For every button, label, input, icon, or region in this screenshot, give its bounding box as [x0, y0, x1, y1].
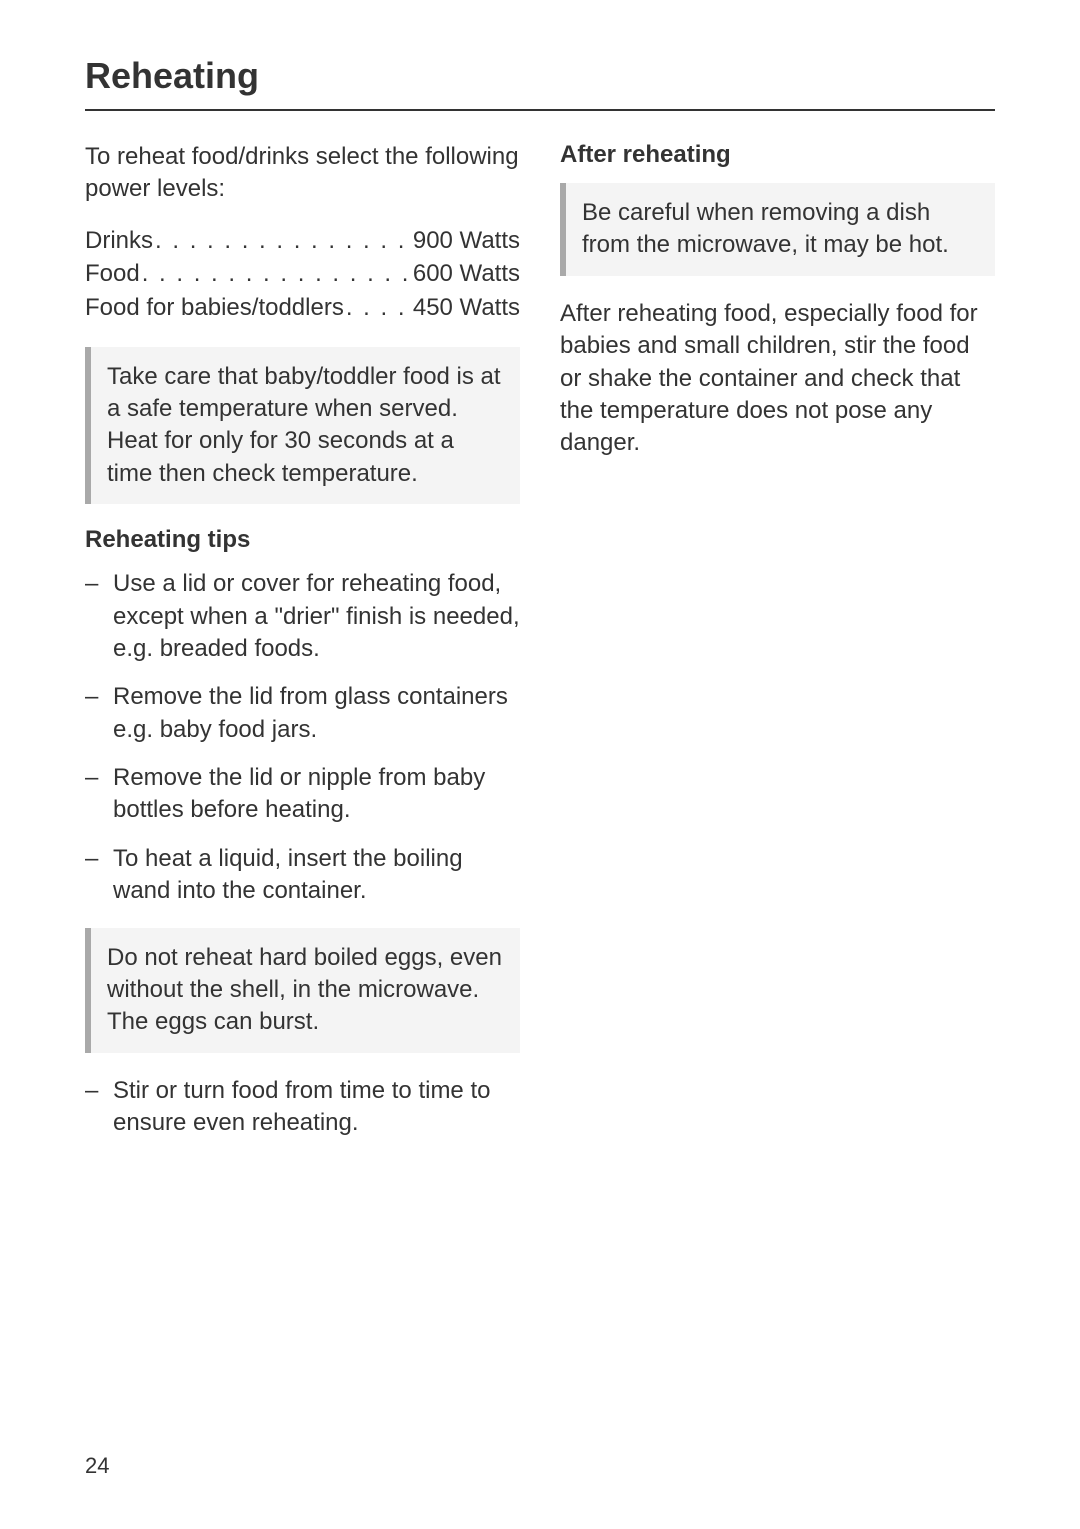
leader-dots: . . . . . . . . . . . . . . . . . . . . … [153, 224, 413, 258]
page-number: 24 [85, 1453, 109, 1479]
hot-dish-callout: Be careful when removing a dish from the… [560, 183, 995, 276]
leader-dots: . . . . . . . . . . . . . . . . . . . . … [344, 291, 413, 325]
tip-item: To heat a liquid, insert the boiling wan… [85, 843, 520, 908]
power-value: 600 Watts [413, 257, 520, 291]
power-row-drinks: Drinks . . . . . . . . . . . . . . . . .… [85, 224, 520, 258]
power-label: Food [85, 257, 140, 291]
page-title: Reheating [85, 55, 995, 111]
intro-text: To reheat food/drinks select the followi… [85, 141, 520, 206]
tips-list-second: Stir or turn food from time to time to e… [85, 1075, 520, 1140]
power-levels-list: Drinks . . . . . . . . . . . . . . . . .… [85, 224, 520, 325]
content-columns: To reheat food/drinks select the followi… [85, 141, 995, 1160]
power-label: Drinks [85, 224, 153, 258]
left-column: To reheat food/drinks select the followi… [85, 141, 520, 1160]
power-value: 450 Watts [413, 291, 520, 325]
baby-food-callout: Take care that baby/toddler food is at a… [85, 347, 520, 505]
right-column: After reheating Be careful when removing… [560, 141, 995, 1160]
tip-item: Remove the lid or nipple from baby bottl… [85, 762, 520, 827]
after-reheating-heading: After reheating [560, 141, 995, 169]
callout-text: Take care that baby/toddler food is at a… [107, 361, 504, 491]
callout-text: Do not reheat hard boiled eggs, even wit… [107, 942, 504, 1039]
callout-text: Be careful when removing a dish from the… [582, 197, 979, 262]
power-label: Food for babies/toddlers [85, 291, 344, 325]
tip-item: Use a lid or cover for reheating food, e… [85, 568, 520, 665]
tip-item: Stir or turn food from time to time to e… [85, 1075, 520, 1140]
power-row-food: Food . . . . . . . . . . . . . . . . . .… [85, 257, 520, 291]
power-value: 900 Watts [413, 224, 520, 258]
egg-callout: Do not reheat hard boiled eggs, even wit… [85, 928, 520, 1053]
tip-item: Remove the lid from glass containers e.g… [85, 681, 520, 746]
leader-dots: . . . . . . . . . . . . . . . . . . . . … [140, 257, 413, 291]
power-row-baby: Food for babies/toddlers . . . . . . . .… [85, 291, 520, 325]
after-reheating-text: After reheating food, especially food fo… [560, 298, 995, 460]
tips-list-first: Use a lid or cover for reheating food, e… [85, 568, 520, 908]
reheating-tips-heading: Reheating tips [85, 526, 520, 554]
